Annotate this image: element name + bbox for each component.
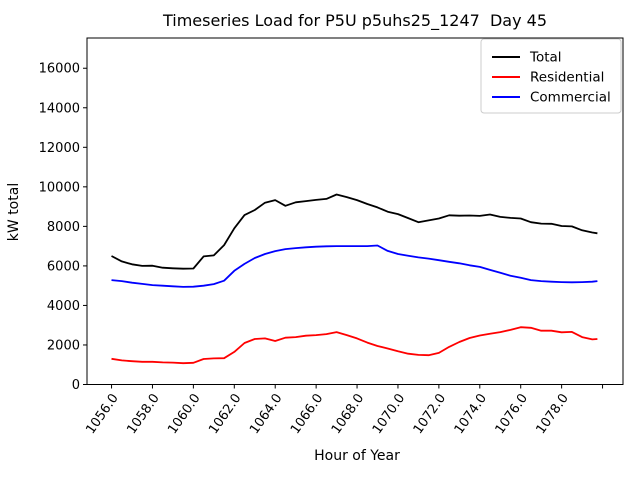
legend-label-commercial: Commercial [530,90,611,106]
x-tick-label: 1078.0 [533,391,571,437]
y-tick-label: 16000 [39,62,80,77]
x-tick-label: 1066.0 [288,391,326,437]
y-tick-label: 14000 [39,101,80,116]
x-tick-label: 1064.0 [247,391,285,437]
series-line-commercial [111,244,598,288]
x-tick-label: 1074.0 [452,391,490,437]
chart-title: Timeseries Load for P5U p5uhs25_1247 Day… [162,11,547,31]
x-tick-label: 1076.0 [493,391,531,437]
y-tick-label: 0 [72,378,80,393]
x-tick-label: 1062.0 [206,391,244,437]
legend-label-total: Total [529,50,562,66]
y-tick-label: 12000 [39,141,80,156]
x-tick-label: 1056.0 [83,391,121,437]
legend: Total Residential Commercial [480,38,622,114]
x-tick-label: 1068.0 [329,391,367,437]
y-tick-label: 6000 [47,259,80,274]
plot-frame [86,37,624,385]
x-tick-label: 1060.0 [165,391,203,437]
y-tick-label: 4000 [47,299,80,314]
x-axis-label: Hour of Year [314,448,400,464]
y-tick-label: 10000 [39,180,80,195]
legend-label-residential: Residential [530,70,604,86]
series-line-residential [111,326,598,365]
y-tick-label: 8000 [47,220,80,235]
y-axis-label: kW total [6,183,22,241]
x-tick-label: 1072.0 [411,391,449,437]
y-tick-label: 2000 [47,339,80,354]
x-tick-label: 1070.0 [370,391,408,437]
series-line-total [111,193,598,270]
x-tick-label: 1058.0 [124,391,162,437]
